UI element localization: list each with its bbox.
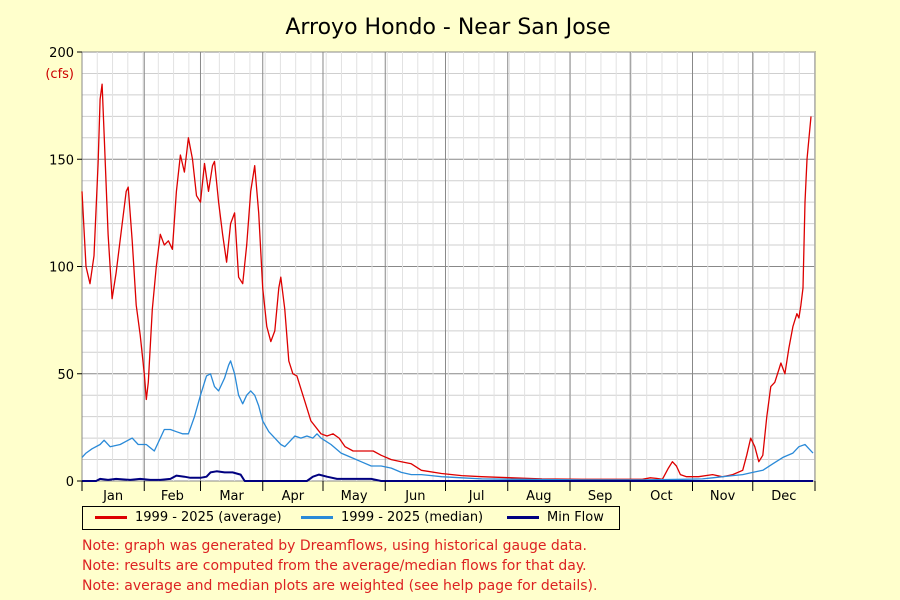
series-layer: [81, 83, 814, 482]
legend-item-min: Min Flow: [507, 510, 604, 525]
chart-title: Arroyo Hondo - Near San Jose: [285, 15, 610, 40]
x-tick-label: Jul: [468, 489, 485, 504]
x-tick-label: Jan: [102, 489, 123, 504]
y-tick-label: 200: [49, 46, 74, 61]
x-tick-label: Mar: [219, 489, 244, 504]
legend-label-min: Min Flow: [547, 510, 604, 525]
legend-label-median: 1999 - 2025 (median): [341, 510, 484, 525]
axis-labels: 0 50 100 150 200 Jan Feb Mar Apr May Jun Jul Aug Sep O…: [49, 46, 816, 504]
y-axis-unit: (cfs): [45, 67, 74, 82]
x-tick-label: Jun: [404, 489, 425, 504]
legend-item-average: 1999 - 2025 (average): [95, 510, 282, 525]
grid-lines: [81, 51, 816, 482]
series-line-0: [81, 83, 812, 480]
x-tick-label: Oct: [650, 489, 672, 504]
x-tick-label: Aug: [526, 489, 551, 504]
legend: 1999 - 2025 (average) 1999 - 2025 (media…: [82, 506, 620, 530]
x-tick-label: May: [341, 489, 368, 504]
y-tick-label: 0: [66, 475, 74, 490]
x-tick-label: Sep: [588, 489, 613, 504]
x-tick-label: Dec: [771, 489, 796, 504]
legend-swatch-min: [507, 516, 539, 519]
legend-swatch-average: [95, 516, 127, 519]
legend-item-median: 1999 - 2025 (median): [301, 510, 483, 525]
y-tick-label: 150: [49, 153, 74, 168]
legend-swatch-median: [301, 516, 333, 519]
legend-label-average: 1999 - 2025 (average): [135, 510, 282, 525]
y-tick-label: 100: [49, 261, 74, 276]
x-tick-label: Apr: [282, 489, 305, 504]
series-line-1: [81, 360, 814, 481]
notes: Note: graph was generated by Dreamflows,…: [82, 536, 597, 596]
x-tick-label: Nov: [710, 489, 736, 504]
note-line: Note: average and median plots are weigh…: [82, 578, 598, 594]
x-tick-label: Feb: [161, 489, 184, 504]
note-line: Note: results are computed from the aver…: [82, 558, 587, 574]
note-line: Note: graph was generated by Dreamflows,…: [82, 538, 587, 554]
series-line-2: [82, 470, 813, 482]
y-tick-label: 50: [57, 368, 74, 383]
